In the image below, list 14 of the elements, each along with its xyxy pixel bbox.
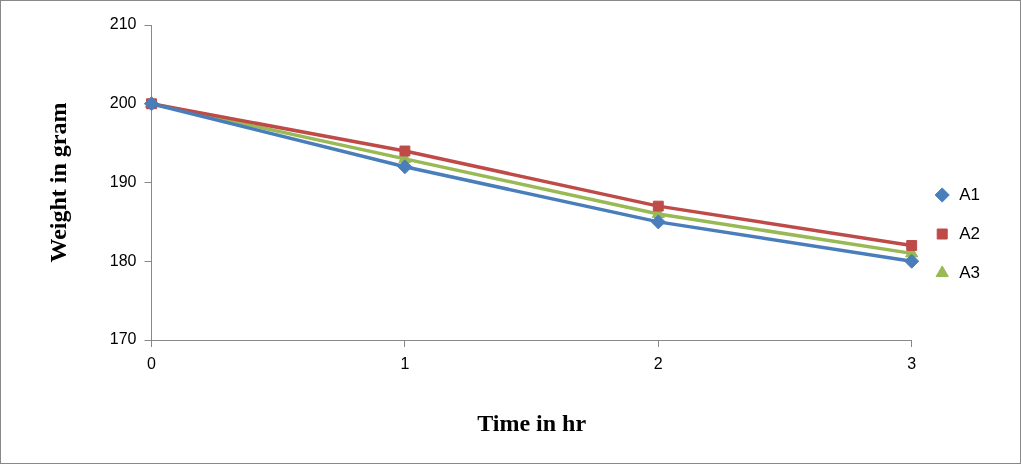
x-tick-label: 2 bbox=[653, 355, 663, 373]
y-axis-title: Weight in gram bbox=[44, 102, 71, 263]
legend-label: A1 bbox=[959, 184, 980, 204]
y-tick-label: 210 bbox=[109, 15, 137, 33]
y-tick-label: 180 bbox=[109, 251, 137, 269]
x-tick-label: 1 bbox=[400, 355, 410, 373]
x-axis-title: Time in hr bbox=[477, 409, 587, 436]
legend-label: A3 bbox=[959, 262, 980, 282]
x-tick-label: 0 bbox=[147, 355, 157, 373]
y-tick-label: 200 bbox=[109, 94, 137, 112]
x-tick-label: 3 bbox=[907, 355, 917, 373]
legend-label: A2 bbox=[959, 223, 980, 243]
y-tick-label: 190 bbox=[109, 172, 137, 190]
y-tick-label: 170 bbox=[109, 330, 137, 348]
